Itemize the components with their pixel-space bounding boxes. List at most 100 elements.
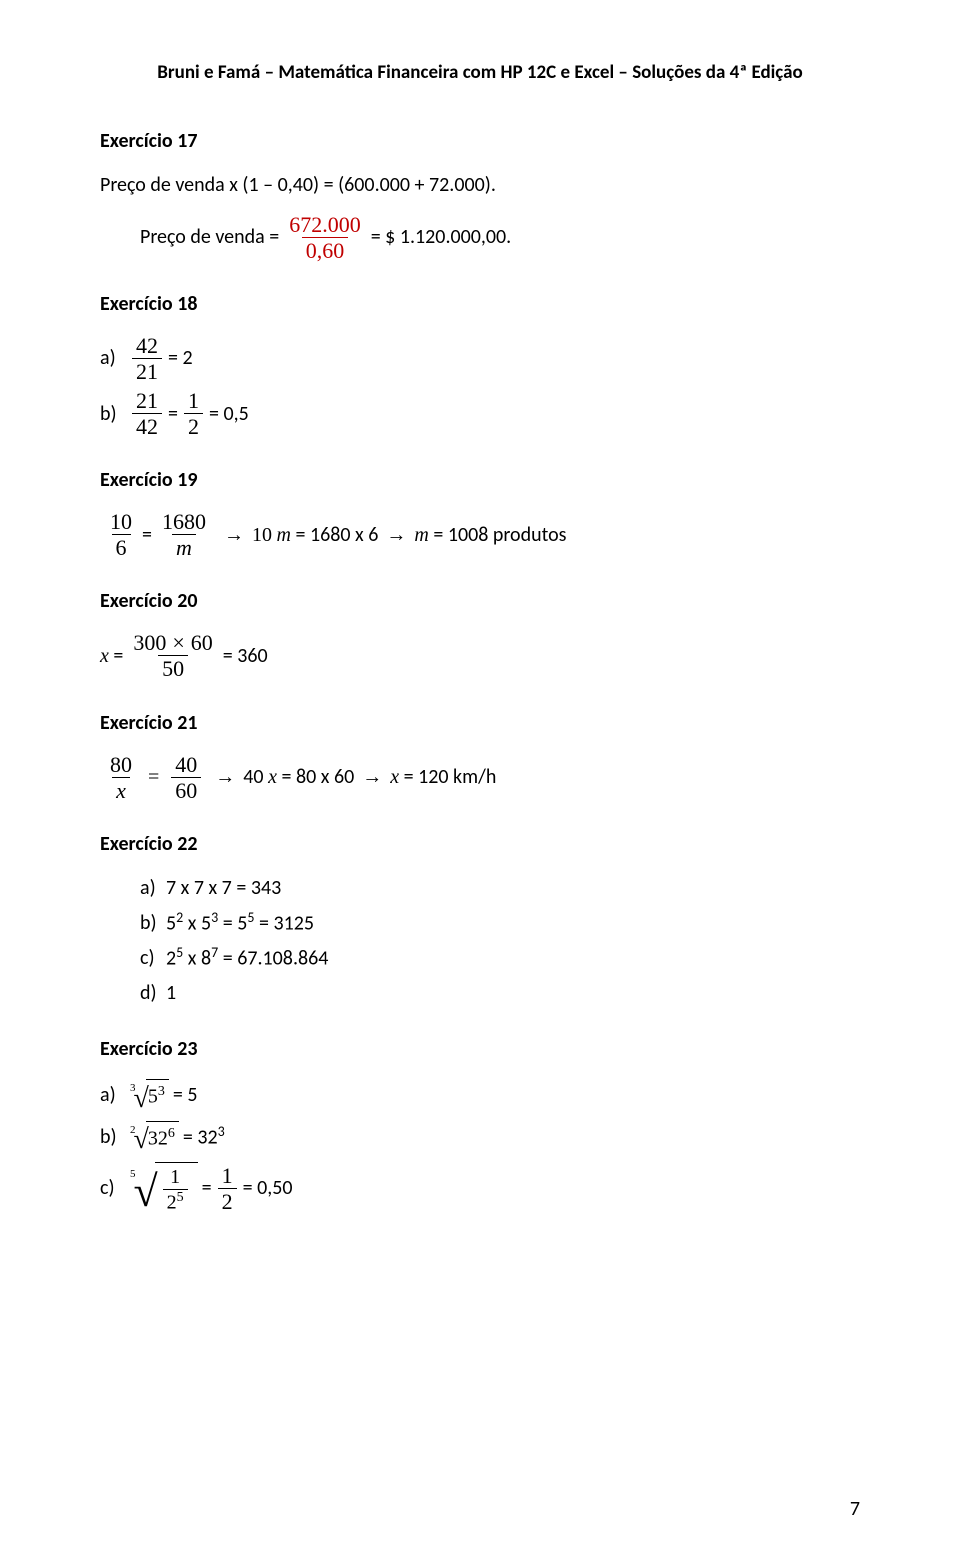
ex23-a-post: = 5 [173, 1081, 198, 1109]
ex22-b-text: 52 x 53 = 55 = 3125 [166, 908, 314, 938]
ex19-rnum: 1680 [158, 510, 210, 534]
ex23-b-post: = 323 [183, 1122, 225, 1152]
ex20-line: x = 300×60 50 = 360 [100, 631, 860, 680]
ex21-lden: x [112, 777, 130, 802]
radical-icon: √ [134, 1126, 149, 1154]
ex18-b-den2: 2 [184, 413, 203, 438]
ex19-rden: m [172, 534, 196, 559]
ex21-post2: x = 120 km/h [390, 763, 496, 791]
arrow-icon: → [362, 763, 382, 791]
ex18-b-mid: = [168, 400, 178, 428]
arrow-icon: → [386, 521, 406, 549]
ex19-lden: 6 [112, 534, 131, 559]
ex18-b-num2: 1 [184, 389, 203, 413]
ex18-title: Exercício 18 [100, 290, 860, 318]
ex18-a: a) 42 21 = 2 [100, 334, 860, 383]
ex18-a-label: a) [100, 344, 126, 372]
ex22-list: a) 7 x 7 x 7 = 343 b) 52 x 53 = 55 = 312… [100, 874, 860, 1007]
ex22-c-text: 25 x 87 = 67.108.864 [166, 943, 328, 973]
ex23-c-den: 25 [163, 1189, 188, 1214]
ex21-title: Exercício 21 [100, 709, 860, 737]
ex23-b-label: b) [100, 1123, 126, 1151]
ex17-frac-num: 672.000 [285, 213, 365, 237]
ex23-b-radicand: 326 [146, 1121, 179, 1153]
ex21-lnum: 80 [106, 753, 136, 777]
ex22-c: c) 25 x 87 = 67.108.864 [140, 943, 860, 973]
ex23-c-root: 5 √ 1 25 [130, 1162, 198, 1214]
ex23-a: a) 3 √ 53 = 5 [100, 1079, 860, 1111]
ex20-title: Exercício 20 [100, 587, 860, 615]
ex18-b: b) 21 42 = 1 2 = 0,5 [100, 389, 860, 438]
ex19-post: 10 m = 1680 x 6 [252, 521, 378, 549]
ex22-d: d) 1 [140, 979, 860, 1007]
ex23-b-root: 2 √ 326 [130, 1121, 179, 1153]
ex18-a-res: = 2 [168, 344, 193, 372]
ex17-line2: Preço de venda = 672.000 0,60 = $ 1.120.… [100, 213, 860, 262]
page-header: Bruni e Famá – Matemática Financeira com… [100, 60, 860, 87]
ex21-lfrac: 80 x [106, 753, 136, 802]
ex23-c-label: c) [100, 1174, 126, 1202]
ex19-lnum: 10 [106, 510, 136, 534]
ex19-title: Exercício 19 [100, 466, 860, 494]
ex19-lfrac: 10 6 [106, 510, 136, 559]
ex17-line2-post: = $ 1.120.000,00. [371, 223, 512, 251]
ex22-c-label: c) [140, 944, 166, 972]
ex23-c-post: = 0,50 [243, 1174, 293, 1202]
ex18-b-frac1: 21 42 [132, 389, 162, 438]
arrow-icon: → [224, 521, 244, 549]
ex23-c-frac2: 1 2 [218, 1164, 237, 1213]
ex22-a-text: 7 x 7 x 7 = 343 [166, 874, 281, 902]
ex18-a-den: 21 [132, 358, 162, 383]
ex20-pre: x = [100, 642, 123, 670]
ex19-line: 10 6 = 1680 m → 10 m = 1680 x 6 → m = 10… [100, 510, 860, 559]
ex18-b-num1: 21 [132, 389, 162, 413]
ex22-a: a) 7 x 7 x 7 = 343 [140, 874, 860, 902]
ex17-frac-den: 0,60 [302, 237, 349, 262]
ex23-c-radicand: 1 25 [155, 1162, 198, 1214]
page-number: 7 [850, 1495, 860, 1523]
ex23-c-den2: 2 [218, 1188, 237, 1213]
ex17-line1: Preço de venda x (1 – 0,40) = (600.000 +… [100, 171, 860, 199]
ex17-line2-pre: Preço de venda = [140, 223, 279, 251]
ex18-b-res: = 0,5 [209, 400, 249, 428]
ex17-fraction: 672.000 0,60 [285, 213, 365, 262]
ex19-mid: = [142, 521, 152, 549]
ex23-c-frac1: 1 25 [163, 1167, 188, 1214]
ex20-frac: 300×60 50 [129, 631, 216, 680]
ex23-c-num2: 1 [218, 1164, 237, 1188]
ex23-b: b) 2 √ 326 = 323 [100, 1121, 860, 1153]
ex18-a-frac: 42 21 [132, 334, 162, 383]
ex18-b-den1: 42 [132, 413, 162, 438]
ex23-a-label: a) [100, 1081, 126, 1109]
ex22-b-label: b) [140, 909, 166, 937]
ex21-mid: = [148, 763, 159, 791]
ex21-rfrac: 40 60 [171, 753, 201, 802]
radical-icon: √ [134, 1085, 149, 1113]
ex20-den: 50 [158, 655, 188, 680]
ex22-d-text: 1 [166, 979, 176, 1007]
ex20-post: = 360 [223, 642, 268, 670]
ex23-title: Exercício 23 [100, 1035, 860, 1063]
ex17-title: Exercício 17 [100, 127, 860, 155]
ex22-title: Exercício 22 [100, 830, 860, 858]
ex22-a-label: a) [140, 874, 166, 902]
ex23-c: c) 5 √ 1 25 = 1 2 = 0,50 [100, 1162, 860, 1214]
ex23-a-radicand: 53 [146, 1079, 169, 1111]
ex18-b-frac2: 1 2 [184, 389, 203, 438]
ex18-b-label: b) [100, 400, 126, 428]
ex22-b: b) 52 x 53 = 55 = 3125 [140, 908, 860, 938]
ex21-line: 80 x = 40 60 → 40 x = 80 x 60 → x = 120 … [100, 753, 860, 802]
ex20-num: 300×60 [129, 631, 216, 655]
ex21-rnum: 40 [171, 753, 201, 777]
ex17-line1-text: Preço de venda x (1 – 0,40) = (600.000 +… [100, 171, 496, 199]
ex22-d-label: d) [140, 979, 166, 1007]
page: Bruni e Famá – Matemática Financeira com… [0, 0, 960, 1553]
ex23-c-mid: = [202, 1174, 212, 1202]
ex21-post: 40 x = 80 x 60 [243, 763, 354, 791]
ex19-rfrac: 1680 m [158, 510, 210, 559]
ex23-a-root: 3 √ 53 [130, 1079, 169, 1111]
ex19-post2: m = 1008 produtos [414, 521, 566, 549]
arrow-icon: → [215, 763, 235, 791]
ex18-a-num: 42 [132, 334, 162, 358]
ex21-rden: 60 [171, 777, 201, 802]
